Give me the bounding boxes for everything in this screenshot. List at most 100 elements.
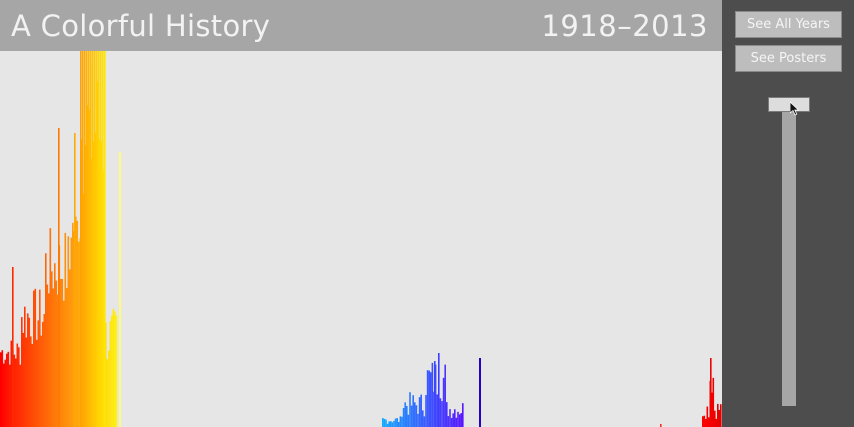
histogram-bar — [21, 317, 23, 427]
histogram-bar — [57, 294, 59, 427]
histogram-bar — [457, 411, 459, 427]
histogram-bar — [52, 288, 55, 427]
histogram-bar — [90, 51, 92, 427]
histogram-bar — [46, 284, 49, 427]
histogram-bar — [66, 287, 68, 427]
histogram-bar — [1, 350, 4, 427]
histogram-bar — [705, 418, 707, 427]
histogram-bar — [36, 339, 38, 427]
histogram-bar — [112, 308, 115, 427]
histogram-bar — [452, 413, 454, 427]
histogram-bar — [7, 351, 10, 427]
histogram-bar — [30, 336, 32, 427]
histogram-bar — [72, 222, 74, 427]
histogram-bar — [3, 363, 5, 427]
histogram-bar — [415, 405, 418, 427]
histogram-bar — [383, 418, 386, 427]
histogram-bar — [439, 398, 442, 427]
histogram-bar — [15, 358, 17, 427]
histogram-bar — [393, 420, 395, 427]
histogram-svg — [0, 51, 722, 427]
histogram-bar — [106, 359, 109, 427]
histogram-bar — [718, 409, 721, 427]
histogram-bar — [27, 313, 29, 427]
histogram-bar — [399, 416, 402, 427]
histogram-bar — [88, 51, 90, 427]
histogram-bar — [61, 278, 64, 427]
histogram-bar — [22, 332, 25, 427]
histogram-bar — [404, 402, 406, 427]
histogram-bar — [33, 290, 35, 427]
histogram-bar — [114, 311, 116, 427]
histogram-bar — [462, 403, 464, 427]
histogram-bar — [28, 317, 31, 427]
histogram-bar — [425, 395, 427, 427]
histogram-bar — [711, 392, 713, 427]
histogram-bar — [401, 416, 403, 427]
histogram-bar — [417, 413, 419, 427]
histogram-bar — [78, 241, 80, 427]
histogram-bar — [426, 370, 429, 427]
histogram-bar — [80, 51, 82, 427]
histogram-bar — [34, 288, 37, 427]
histogram-bar — [109, 321, 112, 427]
histogram-bar — [93, 141, 95, 427]
histogram-bar — [458, 414, 461, 427]
histogram-bar — [58, 128, 60, 427]
histogram-bar — [398, 421, 400, 427]
histogram-bar — [423, 416, 426, 427]
see-all-years-button[interactable]: See All Years — [735, 11, 842, 38]
histogram-bar — [422, 410, 424, 427]
histogram-bar — [104, 51, 106, 427]
histogram-bar — [75, 216, 77, 427]
histogram-bar — [714, 410, 716, 427]
year-slider-handle[interactable] — [768, 97, 810, 112]
histogram-bar — [420, 394, 422, 427]
histogram-bar — [390, 421, 392, 427]
histogram-bar — [81, 139, 83, 427]
header-bar: A Colorful History 1918–2013 — [0, 0, 722, 51]
histogram-bar — [4, 359, 7, 427]
histogram-bar — [76, 220, 79, 427]
histogram-bar — [431, 362, 434, 427]
histogram-bar — [39, 289, 41, 427]
histogram-bar — [703, 415, 706, 427]
histogram-bar — [98, 51, 100, 427]
histogram-bar — [102, 51, 104, 427]
histogram-bar — [24, 306, 26, 427]
histogram-bar — [10, 340, 13, 427]
histogram-bar — [54, 263, 56, 427]
histogram-bar — [409, 392, 411, 427]
color-histogram — [0, 51, 722, 427]
histogram-bar — [702, 416, 704, 427]
histogram-bar — [63, 300, 65, 427]
histogram-bar — [64, 232, 67, 427]
histogram-bar — [18, 347, 20, 427]
histogram-bar — [412, 395, 414, 427]
histogram-bar — [84, 51, 86, 427]
year-slider-track[interactable] — [782, 106, 796, 406]
histogram-bar — [428, 370, 430, 427]
histogram-bar — [111, 315, 113, 427]
histogram-bar — [108, 350, 110, 427]
see-posters-button[interactable]: See Posters — [735, 45, 842, 72]
histogram-bar — [82, 51, 84, 427]
histogram-bar — [715, 418, 718, 427]
histogram-bar — [430, 372, 432, 427]
histogram-bar — [70, 237, 73, 427]
histogram-bar — [9, 364, 11, 427]
mouse-pointer-icon — [790, 102, 800, 116]
histogram-bar — [382, 418, 384, 427]
histogram-bar — [447, 416, 450, 427]
histogram-bar — [12, 267, 14, 427]
histogram-bar — [45, 253, 47, 427]
histogram-bar — [31, 343, 34, 427]
histogram-bar — [406, 405, 408, 427]
histogram-bar — [96, 51, 98, 427]
histogram-bar — [706, 406, 709, 427]
histogram-bar — [42, 321, 44, 427]
histogram-bar — [49, 228, 52, 427]
histogram-bar — [438, 353, 440, 427]
histogram-bar — [51, 271, 53, 427]
histogram-bar — [708, 417, 710, 427]
